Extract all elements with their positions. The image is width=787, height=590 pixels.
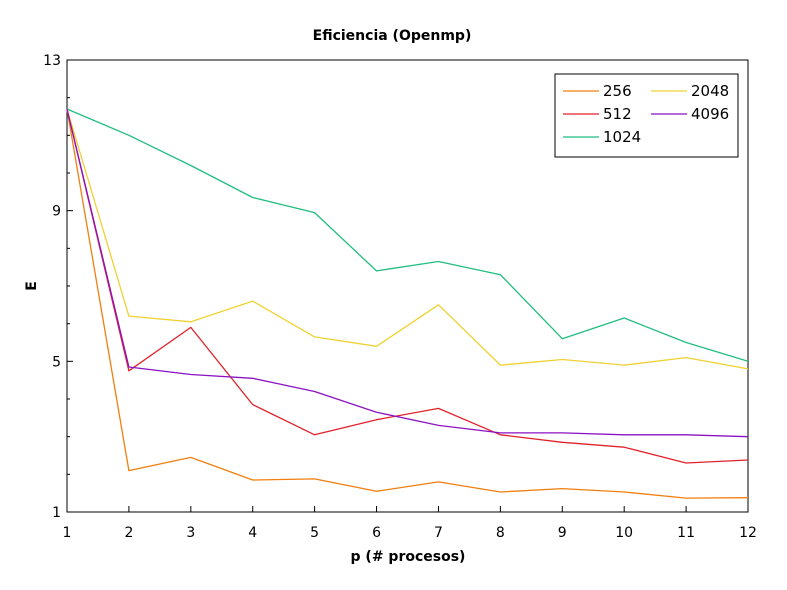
y-tick-label: 5 [52, 354, 61, 370]
legend-label-2048: 2048 [691, 82, 729, 100]
x-tick-label: 9 [558, 525, 567, 541]
x-tick-label: 3 [186, 525, 195, 541]
y-axis-label: E [24, 281, 40, 291]
x-tick-label: 2 [124, 525, 133, 541]
y-tick-label: 9 [52, 204, 61, 220]
x-tick-label: 10 [615, 525, 633, 541]
x-tick-label: 12 [739, 525, 757, 541]
x-tick-label: 5 [310, 525, 319, 541]
y-tick-label: 13 [43, 53, 61, 69]
x-tick-label: 6 [372, 525, 381, 541]
legend-label-512: 512 [603, 105, 632, 123]
series-lines [66, 108, 749, 499]
legend: 256 512 1024 2048 4096 [554, 73, 739, 158]
legend-label-1024: 1024 [603, 128, 641, 146]
x-tick-label: 7 [434, 525, 443, 541]
series-line-2048 [66, 108, 749, 370]
legend-label-256: 256 [603, 82, 632, 100]
series-line-256 [66, 108, 749, 499]
x-tick-label: 8 [496, 525, 505, 541]
x-tick-label: 11 [677, 525, 695, 541]
x-axis-label: p (# procesos) [351, 549, 466, 565]
series-line-512 [66, 108, 749, 464]
legend-label-4096: 4096 [691, 105, 729, 123]
series-line-1024 [66, 108, 749, 362]
series-line-4096 [66, 108, 749, 438]
chart-title: Eficiencia (Openmp) [313, 28, 472, 44]
legend-box [554, 73, 739, 158]
x-tick-label: 1 [63, 525, 72, 541]
x-tick-label: 4 [248, 525, 257, 541]
y-tick-label: 1 [52, 505, 61, 521]
